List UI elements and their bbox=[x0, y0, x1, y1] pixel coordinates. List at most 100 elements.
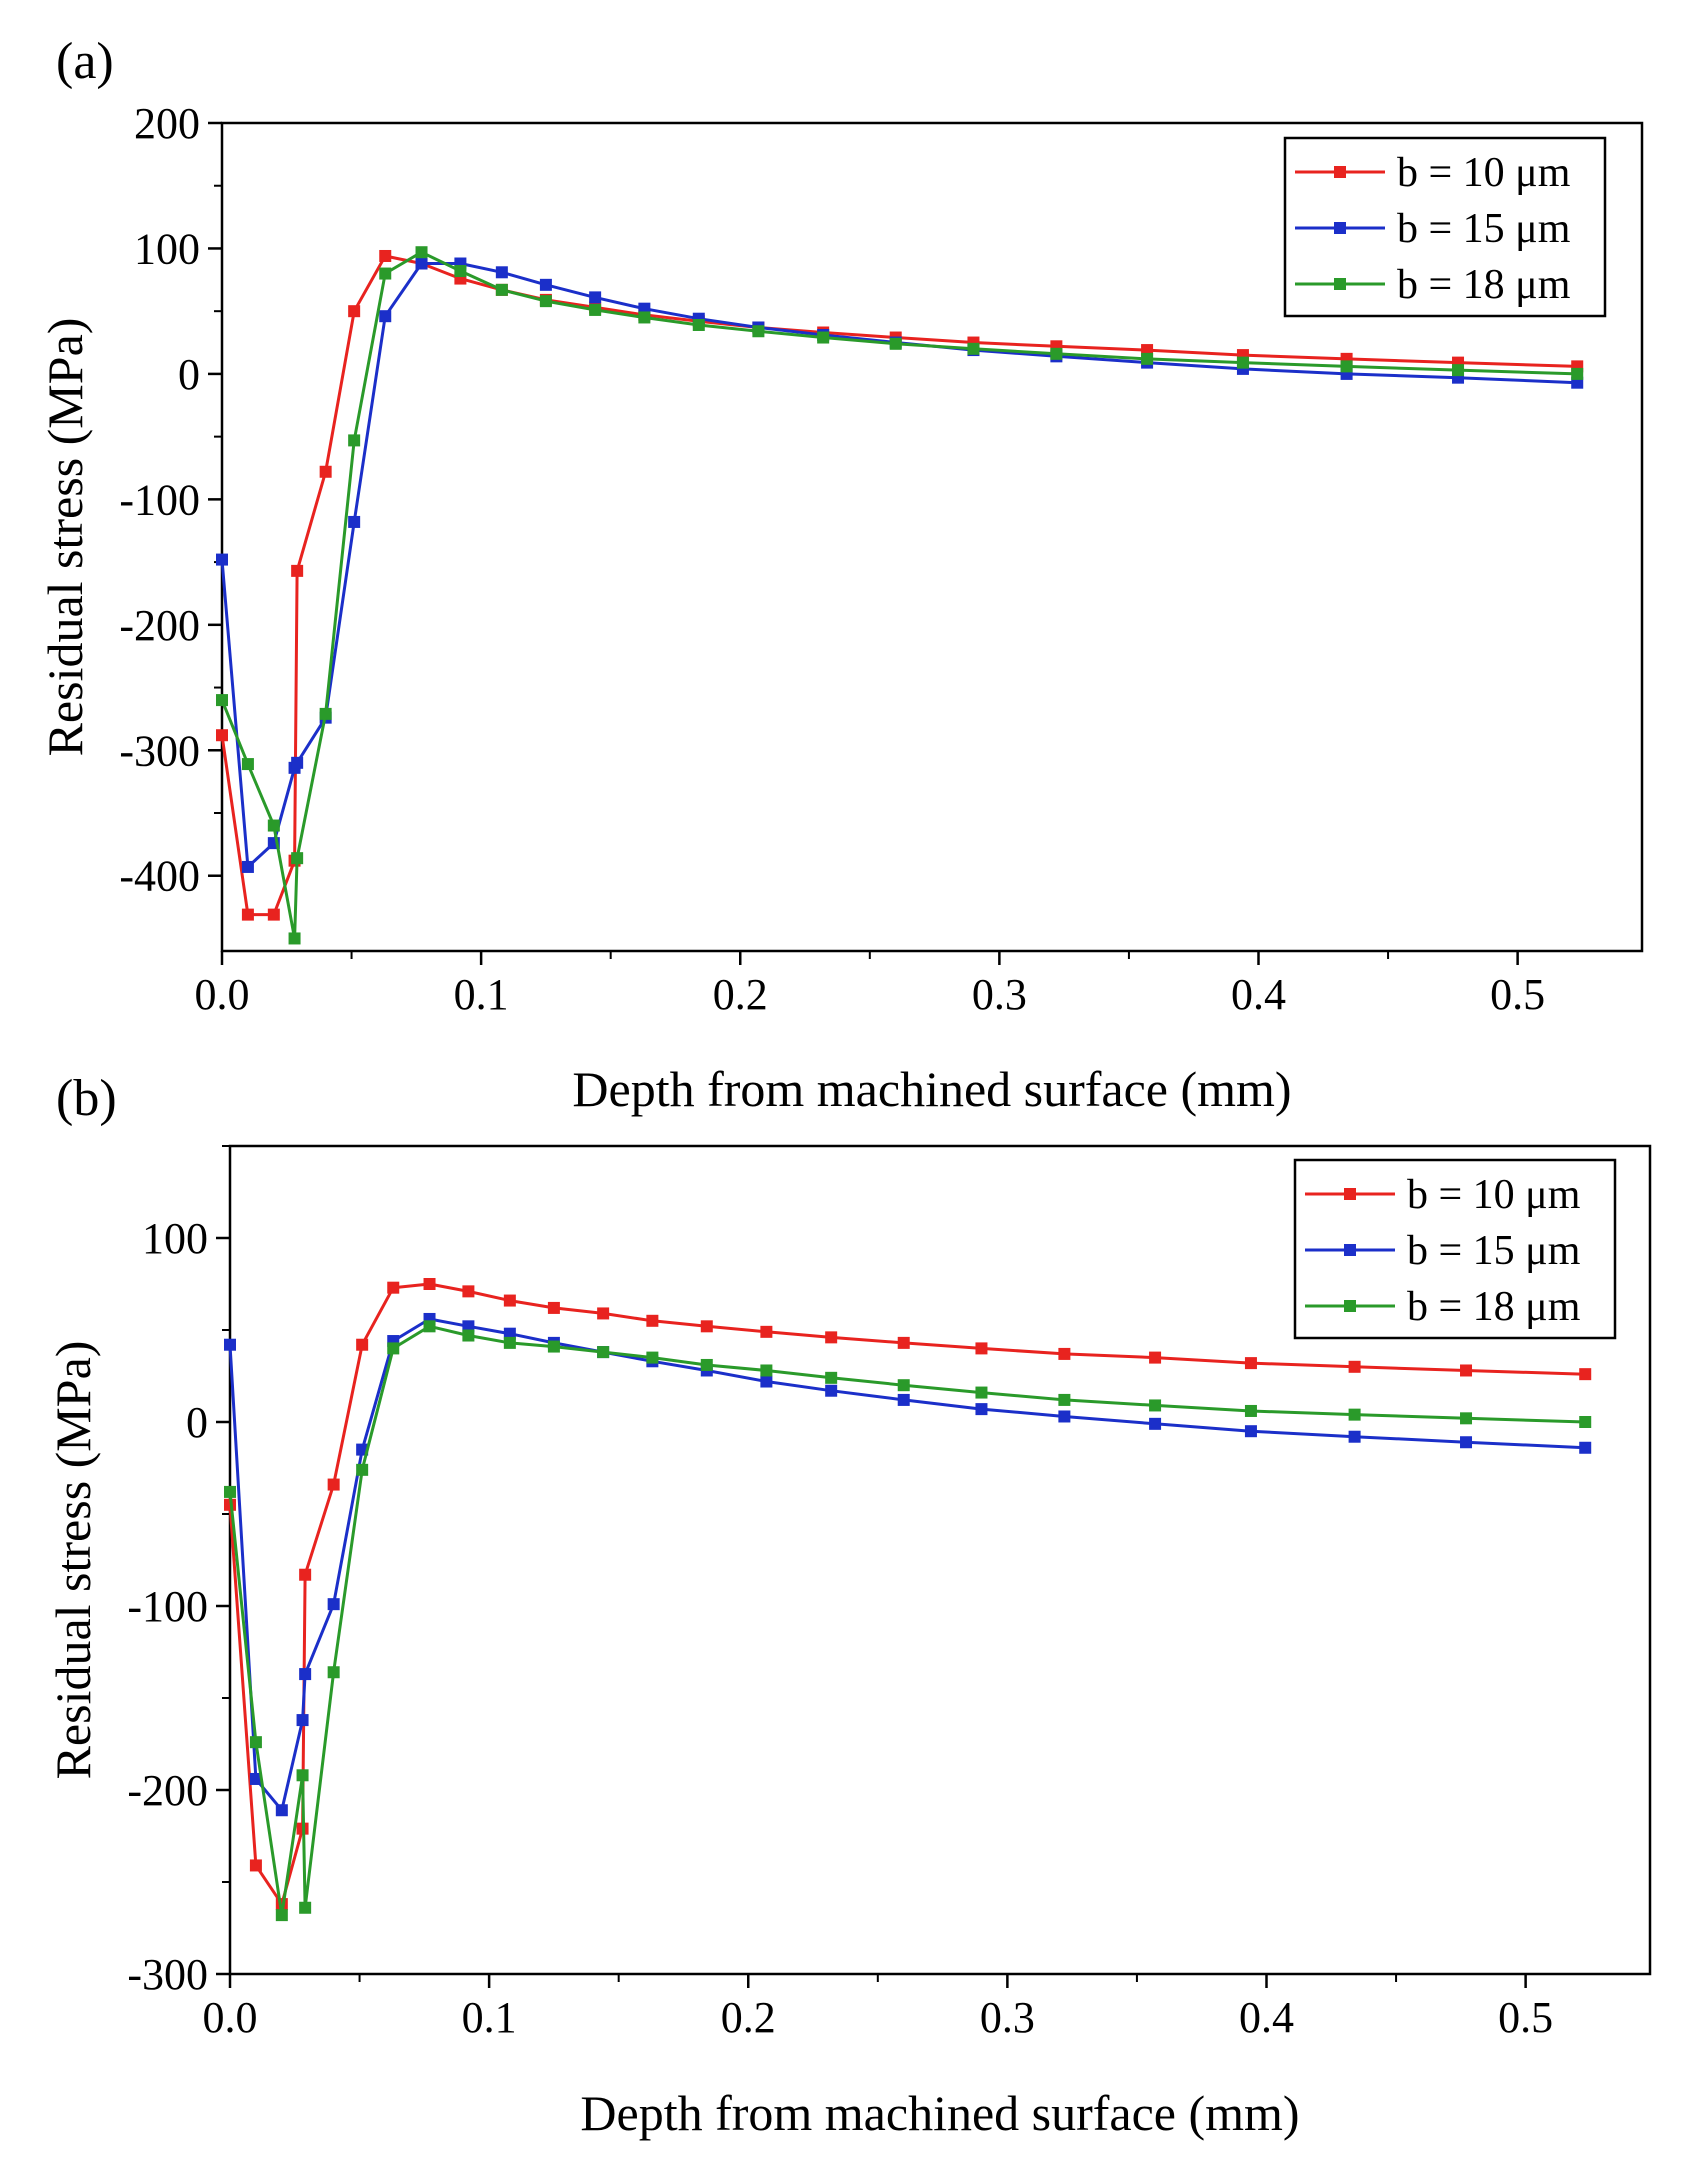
legend-label-a-0: b = 10 μm bbox=[1397, 150, 1571, 196]
data-point-b-0 bbox=[327, 1478, 340, 1491]
data-point-b-1 bbox=[825, 1384, 838, 1397]
legend-label-b-2: b = 18 μm bbox=[1407, 1284, 1581, 1330]
data-point-b-0 bbox=[356, 1338, 369, 1351]
data-point-a-2 bbox=[288, 932, 301, 945]
data-point-b-0 bbox=[1348, 1360, 1361, 1373]
data-point-a-2 bbox=[692, 318, 705, 331]
data-point-b-1 bbox=[975, 1403, 988, 1416]
chart-panel-b: (b) 0.0 0.1 0.2 0.3 0.4 0.5 -300 -200 -100 0 100 D… bbox=[45, 1070, 1652, 2141]
legend-marker-b-1 bbox=[1344, 1244, 1356, 1256]
data-point-a-0 bbox=[319, 465, 332, 478]
data-point-b-2 bbox=[646, 1351, 659, 1364]
series-line-b-1 bbox=[228, 1317, 1586, 1812]
x-tick-label-a: 0.2 bbox=[713, 970, 768, 1019]
y-tick-label-a: -200 bbox=[119, 601, 200, 650]
x-tick-label-a: 0.1 bbox=[454, 970, 509, 1019]
data-point-b-0 bbox=[646, 1314, 659, 1327]
data-point-a-2 bbox=[379, 267, 392, 280]
series-layer-a bbox=[216, 246, 1584, 945]
series-layer-b bbox=[224, 1278, 1592, 1922]
data-point-b-0 bbox=[249, 1859, 262, 1872]
data-point-b-2 bbox=[224, 1485, 236, 1498]
data-point-a-2 bbox=[817, 331, 830, 344]
y-tick-label-a: 100 bbox=[134, 224, 200, 273]
data-point-b-0 bbox=[897, 1336, 910, 1349]
data-point-b-0 bbox=[825, 1331, 838, 1344]
data-point-b-2 bbox=[1460, 1412, 1473, 1425]
data-point-b-1 bbox=[897, 1393, 910, 1406]
data-point-b-2 bbox=[825, 1371, 838, 1384]
data-point-b-0 bbox=[462, 1285, 475, 1298]
x-tick-label-a: 0.3 bbox=[972, 970, 1027, 1019]
axes-a: 0.0 0.1 0.2 0.3 0.4 0.5 -400 -300 -200 -100 0 100 20… bbox=[119, 99, 1545, 1019]
data-point-b-0 bbox=[760, 1325, 773, 1338]
data-point-b-2 bbox=[897, 1379, 910, 1392]
data-point-a-2 bbox=[495, 283, 508, 296]
data-point-a-0 bbox=[216, 729, 228, 742]
data-point-b-0 bbox=[597, 1307, 610, 1320]
series-line-b-2 bbox=[228, 1324, 1586, 1917]
data-point-b-0 bbox=[1058, 1347, 1071, 1360]
y-tick-label-b: -200 bbox=[127, 1766, 208, 1815]
data-point-b-1 bbox=[1579, 1441, 1592, 1454]
data-point-a-0 bbox=[241, 908, 254, 921]
data-point-a-2 bbox=[267, 819, 280, 832]
y-tick-label-a: -400 bbox=[119, 852, 200, 901]
series-line-a-0 bbox=[220, 254, 1578, 917]
data-point-b-2 bbox=[1149, 1399, 1162, 1412]
y-tick-label-a: -300 bbox=[119, 726, 200, 775]
data-point-a-1 bbox=[589, 291, 602, 304]
data-point-b-0 bbox=[1460, 1364, 1473, 1377]
y-tick-label-a: 200 bbox=[134, 99, 200, 148]
x-tick-label-b: 0.2 bbox=[721, 1993, 776, 2042]
plot-frame-b bbox=[228, 1144, 1652, 1976]
data-point-b-1 bbox=[760, 1375, 773, 1388]
data-point-b-2 bbox=[1348, 1408, 1361, 1421]
data-point-a-0 bbox=[379, 249, 392, 262]
data-point-b-0 bbox=[1244, 1357, 1257, 1370]
data-point-a-1 bbox=[379, 310, 392, 323]
data-point-b-2 bbox=[327, 1666, 340, 1679]
data-point-a-1 bbox=[348, 515, 361, 528]
data-point-b-1 bbox=[1460, 1436, 1473, 1449]
x-tick-label-b: 0.1 bbox=[462, 1993, 517, 2042]
data-point-a-0 bbox=[348, 305, 361, 318]
y-tick-label-a: 0 bbox=[178, 350, 200, 399]
y-tick-label-b: 0 bbox=[186, 1398, 208, 1447]
data-point-b-0 bbox=[503, 1294, 516, 1307]
data-point-b-2 bbox=[1058, 1393, 1071, 1406]
y-axis-title-b: Residual stress (MPa) bbox=[45, 1341, 101, 1780]
series-line-a-2 bbox=[220, 250, 1578, 940]
data-point-b-1 bbox=[1244, 1425, 1257, 1438]
data-point-a-2 bbox=[319, 707, 332, 720]
axes-b: 0.0 0.1 0.2 0.3 0.4 0.5 -300 -200 -100 0 100 bbox=[127, 1145, 1553, 2042]
data-point-b-1 bbox=[299, 1668, 312, 1681]
y-tick-label-b: -300 bbox=[127, 1950, 208, 1999]
x-tick-label-a: 0.5 bbox=[1490, 970, 1545, 1019]
data-point-b-1 bbox=[249, 1772, 262, 1785]
legend-marker-b-0 bbox=[1344, 1188, 1356, 1200]
data-point-b-2 bbox=[700, 1358, 713, 1371]
data-point-b-2 bbox=[387, 1342, 400, 1355]
data-point-a-2 bbox=[589, 303, 602, 316]
legend-label-b-1: b = 15 μm bbox=[1407, 1228, 1581, 1274]
data-point-a-2 bbox=[752, 325, 765, 338]
legend-label-b-0: b = 10 μm bbox=[1407, 1172, 1581, 1218]
data-point-b-1 bbox=[462, 1320, 475, 1333]
data-point-b-0 bbox=[1149, 1351, 1162, 1364]
y-axis-title-a: Residual stress (MPa) bbox=[37, 318, 93, 757]
x-axis-title-a: Depth from machined surface (mm) bbox=[572, 1061, 1291, 1117]
series-line-a-1 bbox=[220, 262, 1578, 869]
data-point-a-2 bbox=[539, 295, 552, 308]
legend-b: b = 10 μm b = 15 μm b = 18 μm bbox=[1293, 1158, 1617, 1340]
data-point-b-0 bbox=[547, 1301, 560, 1314]
data-point-b-1 bbox=[296, 1714, 309, 1727]
y-tick-label-a: -100 bbox=[119, 475, 200, 524]
legend-label-a-2: b = 18 μm bbox=[1397, 262, 1571, 308]
series-line-b-0 bbox=[228, 1282, 1586, 1906]
data-point-a-2 bbox=[1452, 364, 1465, 377]
data-point-b-1 bbox=[1149, 1417, 1162, 1430]
data-point-b-2 bbox=[462, 1329, 475, 1342]
x-tick-label-a: 0.4 bbox=[1231, 970, 1286, 1019]
legend-marker-a-0 bbox=[1334, 166, 1346, 178]
